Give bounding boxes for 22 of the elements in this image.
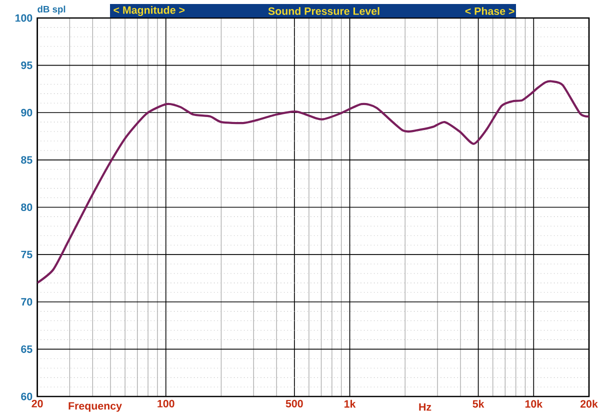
x-tick-label: 100 xyxy=(158,400,174,408)
text: < Phase > xyxy=(465,7,514,15)
x-tick-label: 20k xyxy=(580,400,598,408)
y-tick-label: 95 xyxy=(21,62,32,70)
x-tick-label: 5k xyxy=(472,400,484,408)
y-tick-label: 70 xyxy=(21,298,32,306)
y-axis-title: dB spl xyxy=(38,6,66,14)
y-tick-label: 100 xyxy=(15,14,32,22)
x-tick-label: 10k xyxy=(525,400,543,408)
y-tick-label: 75 xyxy=(21,250,32,258)
text: < Magnitude > xyxy=(114,6,185,16)
y-tick-label: 90 xyxy=(21,108,32,116)
x-tick-label: 1k xyxy=(344,400,356,408)
y-tick-label: 60 xyxy=(21,392,32,400)
y-tick-label: 85 xyxy=(21,156,32,164)
y-tick-label: 80 xyxy=(21,203,32,212)
chart-title: Sound Pressure Level xyxy=(268,7,380,15)
x-tick-label: 20 xyxy=(32,400,43,408)
y-tick-label: 65 xyxy=(21,345,32,353)
x-axis-title: Frequency xyxy=(68,402,122,412)
text: Hz xyxy=(419,403,432,411)
x-tick-label: 500 xyxy=(286,400,303,408)
